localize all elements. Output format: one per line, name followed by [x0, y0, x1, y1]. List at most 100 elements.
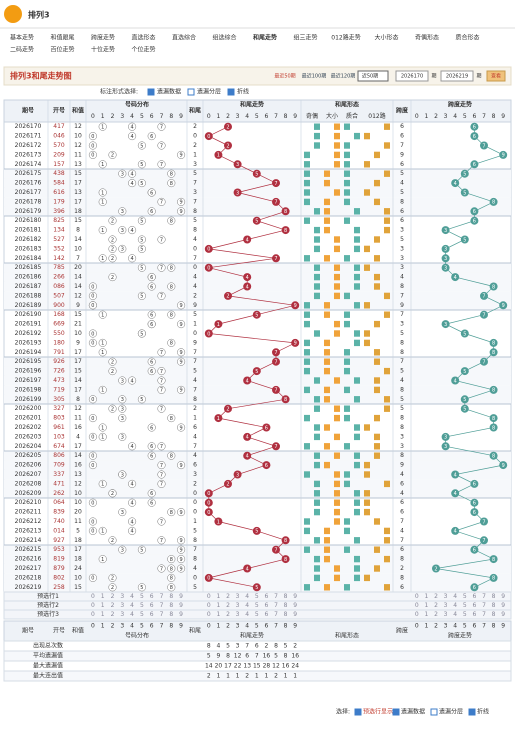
nav-item[interactable]: 质合形态: [455, 34, 479, 42]
predict-digit[interactable]: 4: [453, 593, 457, 600]
predict-digit[interactable]: 3: [444, 602, 448, 609]
predict-digit[interactable]: 8: [169, 602, 173, 609]
predict-digit[interactable]: 6: [472, 593, 476, 600]
nav-item[interactable]: 组三走势: [293, 34, 317, 42]
predict-digit[interactable]: 2: [111, 602, 115, 609]
predict-digit[interactable]: 9: [501, 602, 505, 609]
nav-item[interactable]: 和尾走势: [252, 34, 277, 42]
predict-digit[interactable]: 2: [226, 602, 230, 609]
predict-digit[interactable]: 6: [264, 602, 268, 609]
predict-digit[interactable]: 3: [120, 602, 124, 609]
predict-digit[interactable]: 1: [216, 611, 220, 618]
predict-digit[interactable]: 3: [236, 602, 240, 609]
predict-digit[interactable]: 1: [101, 611, 105, 618]
predict-digit[interactable]: 9: [179, 602, 183, 609]
nav-item[interactable]: 组选综合: [212, 34, 236, 42]
predict-digit[interactable]: 0: [207, 611, 211, 618]
predict-digit[interactable]: 7: [482, 611, 486, 618]
predict-digit[interactable]: 0: [415, 593, 419, 600]
predict-digit[interactable]: 7: [274, 611, 278, 618]
predict-digit[interactable]: 9: [293, 611, 297, 618]
predict-digit[interactable]: 8: [284, 602, 288, 609]
predict-digit[interactable]: 1: [216, 602, 220, 609]
predict-digit[interactable]: 1: [216, 593, 220, 600]
predict-digit[interactable]: 7: [274, 593, 278, 600]
predict-digit[interactable]: 8: [284, 593, 288, 600]
predict-digit[interactable]: 3: [120, 611, 124, 618]
predict-digit[interactable]: 4: [130, 602, 134, 609]
predict-digit[interactable]: 8: [492, 593, 496, 600]
nav-item[interactable]: 基本走势: [10, 34, 34, 42]
predict-digit[interactable]: 1: [101, 602, 105, 609]
view-button[interactable]: [486, 70, 506, 82]
predict-digit[interactable]: 2: [111, 593, 115, 600]
predict-digit[interactable]: 2: [434, 593, 438, 600]
checkbox[interactable]: [430, 708, 438, 716]
nav-item[interactable]: 大小形态: [374, 34, 398, 42]
nav-item[interactable]: 奇偶形态: [415, 34, 439, 42]
predict-digit[interactable]: 0: [415, 611, 419, 618]
checkbox[interactable]: [227, 88, 235, 96]
predict-digit[interactable]: 9: [501, 611, 505, 618]
predict-digit[interactable]: 9: [501, 593, 505, 600]
nav-item[interactable]: 012路走势: [331, 34, 360, 42]
predict-digit[interactable]: 7: [160, 593, 164, 600]
predict-digit[interactable]: 0: [207, 602, 211, 609]
predict-digit[interactable]: 4: [453, 602, 457, 609]
checkbox[interactable]: [187, 88, 195, 96]
predict-digit[interactable]: 5: [255, 593, 259, 600]
predict-digit[interactable]: 6: [472, 611, 476, 618]
predict-digit[interactable]: 1: [424, 602, 428, 609]
predict-digit[interactable]: 3: [120, 593, 124, 600]
predict-digit[interactable]: 7: [482, 593, 486, 600]
predict-digit[interactable]: 4: [453, 611, 457, 618]
predict-digit[interactable]: 1: [101, 593, 105, 600]
predict-digit[interactable]: 4: [245, 593, 249, 600]
predict-digit[interactable]: 5: [463, 602, 467, 609]
predict-digit[interactable]: 2: [226, 593, 230, 600]
predict-digit[interactable]: 2: [434, 611, 438, 618]
nav-item[interactable]: 直选综合: [172, 34, 196, 42]
predict-digit[interactable]: 3: [236, 593, 240, 600]
predict-digit[interactable]: 7: [160, 602, 164, 609]
checkbox[interactable]: [354, 708, 362, 716]
predict-digit[interactable]: 4: [130, 611, 134, 618]
nav-item[interactable]: 个位走势: [131, 46, 155, 54]
predict-digit[interactable]: 8: [492, 602, 496, 609]
predict-digit[interactable]: 2: [226, 611, 230, 618]
predict-digit[interactable]: 0: [91, 611, 95, 618]
predict-digit[interactable]: 6: [472, 602, 476, 609]
predict-digit[interactable]: 4: [130, 593, 134, 600]
predict-digit[interactable]: 5: [140, 611, 144, 618]
to-input[interactable]: [440, 70, 474, 82]
nav-item[interactable]: 二码走势: [10, 46, 34, 54]
predict-digit[interactable]: 5: [463, 611, 467, 618]
predict-digit[interactable]: 1: [424, 593, 428, 600]
predict-digit[interactable]: 5: [140, 602, 144, 609]
from-input[interactable]: [395, 70, 429, 82]
predict-digit[interactable]: 5: [140, 593, 144, 600]
nav-item[interactable]: 十位走势: [91, 46, 115, 54]
nav-item[interactable]: 百位走势: [50, 46, 74, 54]
predict-digit[interactable]: 6: [150, 602, 154, 609]
nav-item[interactable]: 跨度走势: [91, 34, 115, 42]
predict-digit[interactable]: 8: [284, 611, 288, 618]
predict-digit[interactable]: 9: [293, 602, 297, 609]
predict-digit[interactable]: 0: [91, 602, 95, 609]
select-box[interactable]: [357, 70, 389, 82]
predict-digit[interactable]: 2: [111, 611, 115, 618]
predict-digit[interactable]: 5: [255, 602, 259, 609]
predict-digit[interactable]: 6: [264, 593, 268, 600]
predict-digit[interactable]: 9: [179, 611, 183, 618]
predict-digit[interactable]: 3: [444, 593, 448, 600]
range-link[interactable]: 最近50期: [274, 73, 295, 80]
predict-digit[interactable]: 9: [293, 593, 297, 600]
range-link[interactable]: 最近100期: [302, 73, 327, 80]
checkbox[interactable]: [147, 88, 155, 96]
predict-digit[interactable]: 9: [179, 593, 183, 600]
predict-digit[interactable]: 5: [255, 611, 259, 618]
predict-digit[interactable]: 5: [463, 593, 467, 600]
predict-digit[interactable]: 7: [482, 602, 486, 609]
predict-digit[interactable]: 0: [207, 593, 211, 600]
predict-digit[interactable]: 3: [236, 611, 240, 618]
